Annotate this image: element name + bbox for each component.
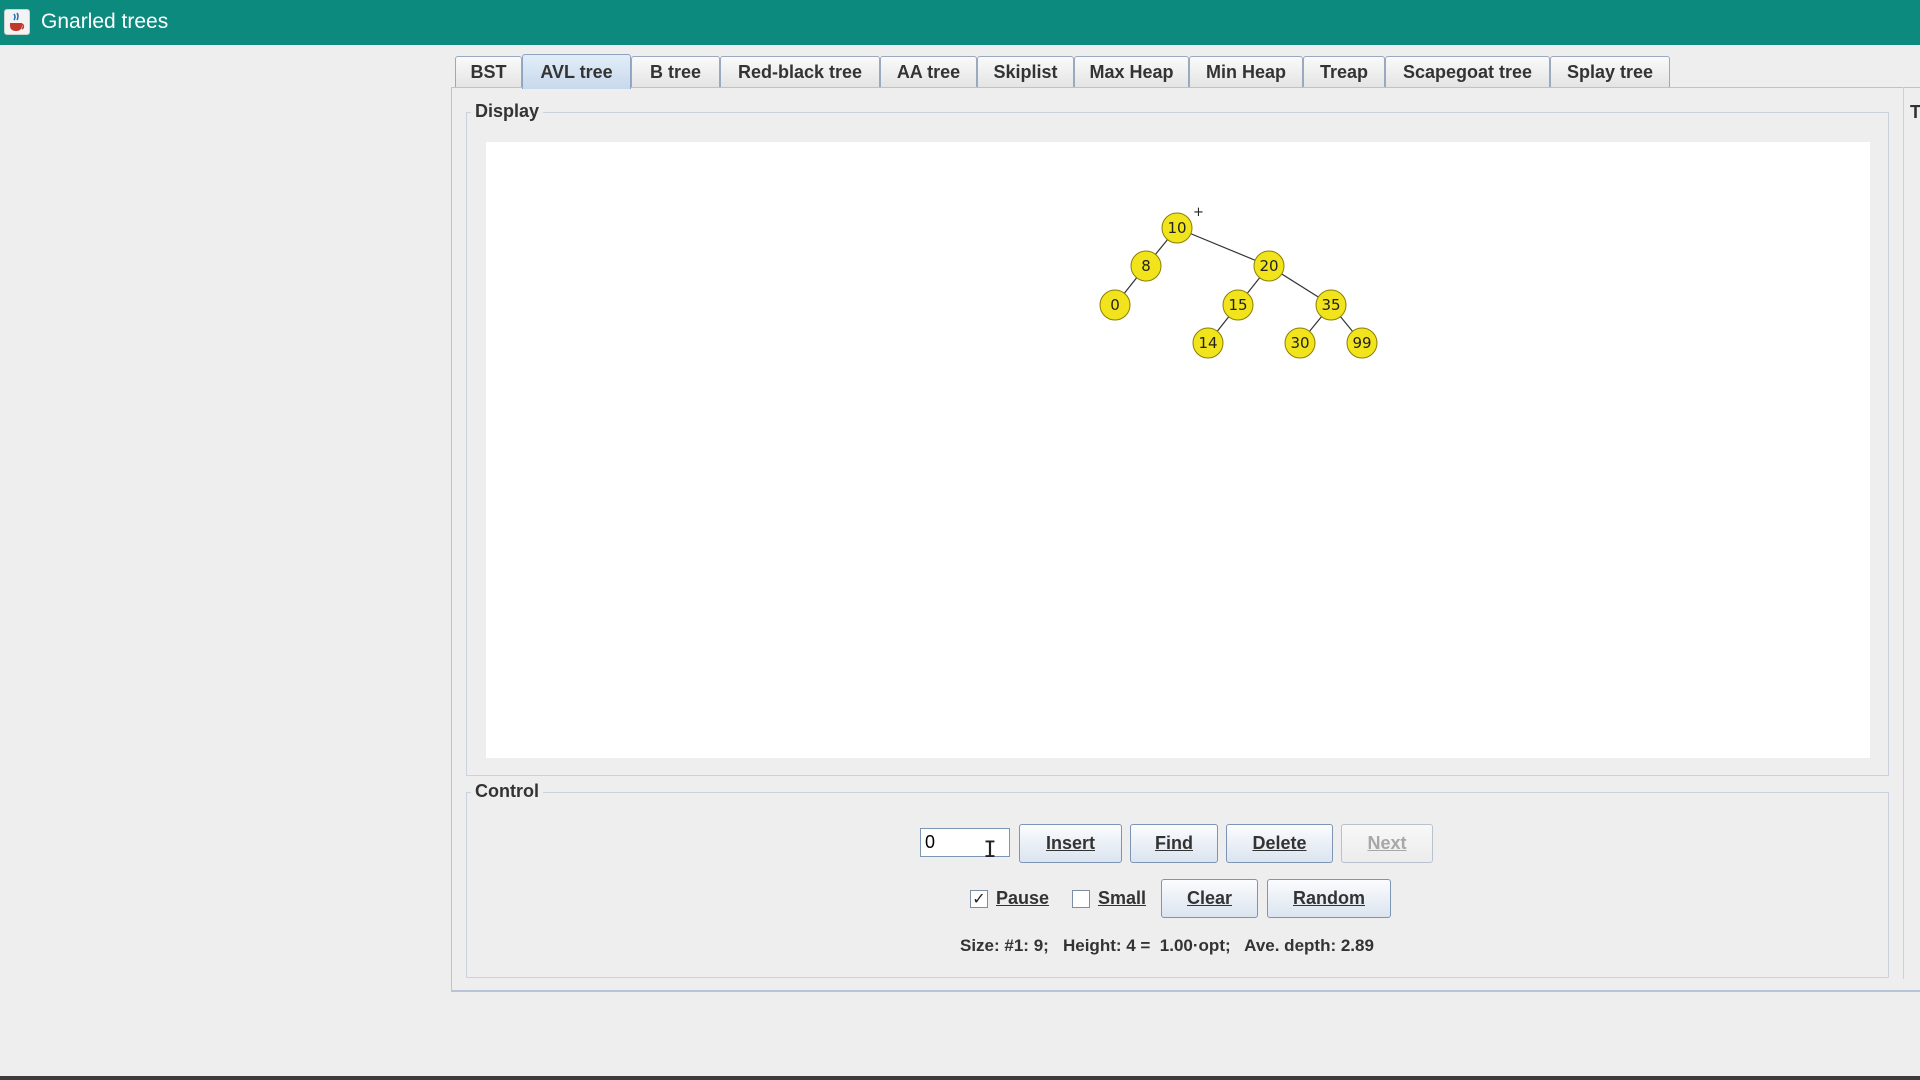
value-input[interactable] (920, 828, 1010, 857)
tree-node-circle (1192, 327, 1224, 359)
tree-node-circle (1315, 289, 1347, 321)
tree-stats: Size: #1: 9; Height: 4 = 1.00·opt; Ave. … (960, 936, 1374, 955)
tree-node-circle (1284, 327, 1316, 359)
random-button[interactable]: Random (1267, 879, 1391, 918)
title-bar: Gnarled trees (0, 0, 1920, 45)
tree-node-label: 10 (1167, 219, 1186, 237)
tree-node: 35 (1315, 289, 1347, 321)
tree-node-label: 30 (1290, 334, 1309, 352)
tree-node-circle (1161, 212, 1193, 244)
clear-button[interactable]: Clear (1161, 879, 1258, 918)
tree-node-label: 14 (1198, 334, 1217, 352)
tree-node: 30 (1284, 327, 1316, 359)
tree-node-label: 35 (1321, 296, 1340, 314)
tree-node-label: 8 (1141, 257, 1151, 275)
tab-skiplist[interactable]: Skiplist (977, 56, 1074, 87)
balance-mark: + (1193, 205, 1204, 220)
tab-scapegoat-tree[interactable]: Scapegoat tree (1385, 56, 1550, 87)
tree-node: 0 (1099, 289, 1131, 321)
tab-avl-tree[interactable]: AVL tree (522, 54, 631, 89)
tab-min-heap[interactable]: Min Heap (1189, 56, 1303, 87)
text-cursor-icon: I (983, 838, 997, 863)
tab-bst[interactable]: BST (455, 56, 522, 87)
tab-red-black-tree[interactable]: Red-black tree (720, 56, 880, 87)
small-checkbox[interactable] (1072, 890, 1090, 908)
tab-max-heap[interactable]: Max Heap (1074, 56, 1189, 87)
tree-diagram: 10 8 20 0 15 35 14 30 99 + (1099, 205, 1378, 359)
pause-checkbox[interactable]: ✓ (970, 890, 988, 908)
tree-node: 99 (1346, 327, 1378, 359)
tree-node-circle (1346, 327, 1378, 359)
tab-aa-tree[interactable]: AA tree (880, 56, 977, 87)
tree-edge (1176, 227, 1270, 267)
tree-node-label: 15 (1228, 296, 1247, 314)
next-button[interactable]: Next (1341, 824, 1433, 863)
tree-node: 20 (1253, 250, 1285, 282)
window-title: Gnarled trees (41, 10, 169, 33)
delete-button[interactable]: Delete (1226, 824, 1333, 863)
tree-node-circle (1099, 289, 1131, 321)
find-button[interactable]: Find (1130, 824, 1218, 863)
display-group (466, 112, 1889, 776)
tree-node-circle (1130, 250, 1162, 282)
right-panel-label: T (1910, 102, 1920, 122)
tab-splay-tree[interactable]: Splay tree (1550, 56, 1670, 87)
tree-node: 15 (1222, 289, 1254, 321)
right-panel-edge (1903, 87, 1920, 979)
display-group-label: Display (471, 101, 544, 122)
control-group-label: Control (471, 781, 543, 802)
tree-node: 14 (1192, 327, 1224, 359)
tree-node: 8 (1130, 250, 1162, 282)
checkmark-icon: ✓ (972, 889, 986, 908)
tree-node-circle (1222, 289, 1254, 321)
tree-node-circle (1253, 250, 1285, 282)
tree-canvas[interactable]: 10 8 20 0 15 35 14 30 99 + (486, 142, 1870, 758)
window-bottom-border (0, 1076, 1920, 1080)
tree-node-label: 0 (1110, 296, 1120, 314)
tree-node-label: 99 (1352, 334, 1371, 352)
tree-node-label: 20 (1259, 257, 1278, 275)
small-label[interactable]: Small (1098, 888, 1147, 908)
tab-treap[interactable]: Treap (1303, 56, 1385, 87)
java-cup-icon[interactable] (4, 9, 30, 35)
tab-b-tree[interactable]: B tree (631, 56, 720, 87)
insert-button[interactable]: Insert (1019, 824, 1122, 863)
control-group (466, 792, 1889, 978)
tree-node: 10 (1161, 212, 1193, 244)
pause-label[interactable]: Pause (996, 888, 1050, 908)
